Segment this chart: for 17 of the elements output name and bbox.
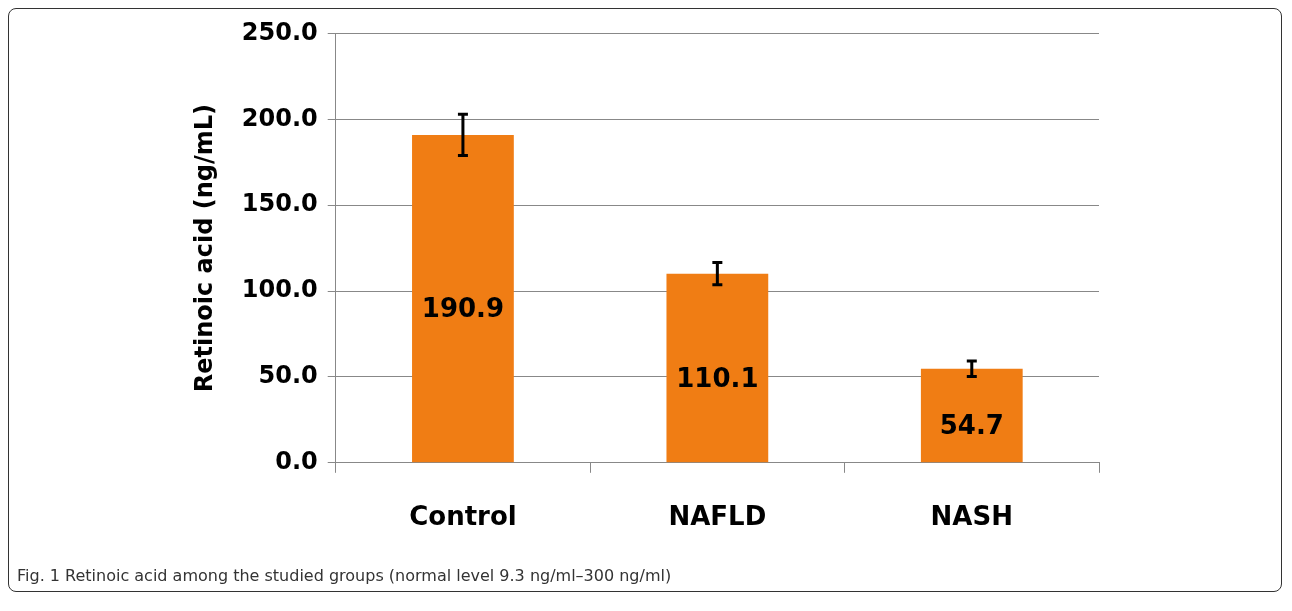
- bar: [666, 273, 769, 463]
- y-tick-label: 200.0: [241, 103, 318, 132]
- caption: Fig. 1 Retinoic acid among the studied groups (normal level 9.3 ng/ml–300 ng/ml): [16, 565, 673, 587]
- x-tick-label: NASH: [930, 501, 1013, 532]
- data-label: 110.1: [676, 362, 759, 393]
- x-tick-label: NAFLD: [668, 501, 767, 532]
- y-tick-label: 100.0: [241, 275, 318, 304]
- y-tick-label: 250.0: [241, 17, 318, 46]
- x-tick-label: Control: [409, 501, 517, 532]
- y-tick-label: 50.0: [258, 361, 318, 390]
- data-label: 54.7: [939, 410, 1004, 441]
- y-axis-title: Retinoic acid (ng/mL): [189, 103, 218, 393]
- y-tick-label: 150.0: [241, 189, 318, 218]
- bar: [412, 134, 514, 463]
- bar: [920, 368, 1023, 463]
- y-tick-label: 0.0: [275, 447, 318, 476]
- data-label: 190.9: [421, 293, 505, 324]
